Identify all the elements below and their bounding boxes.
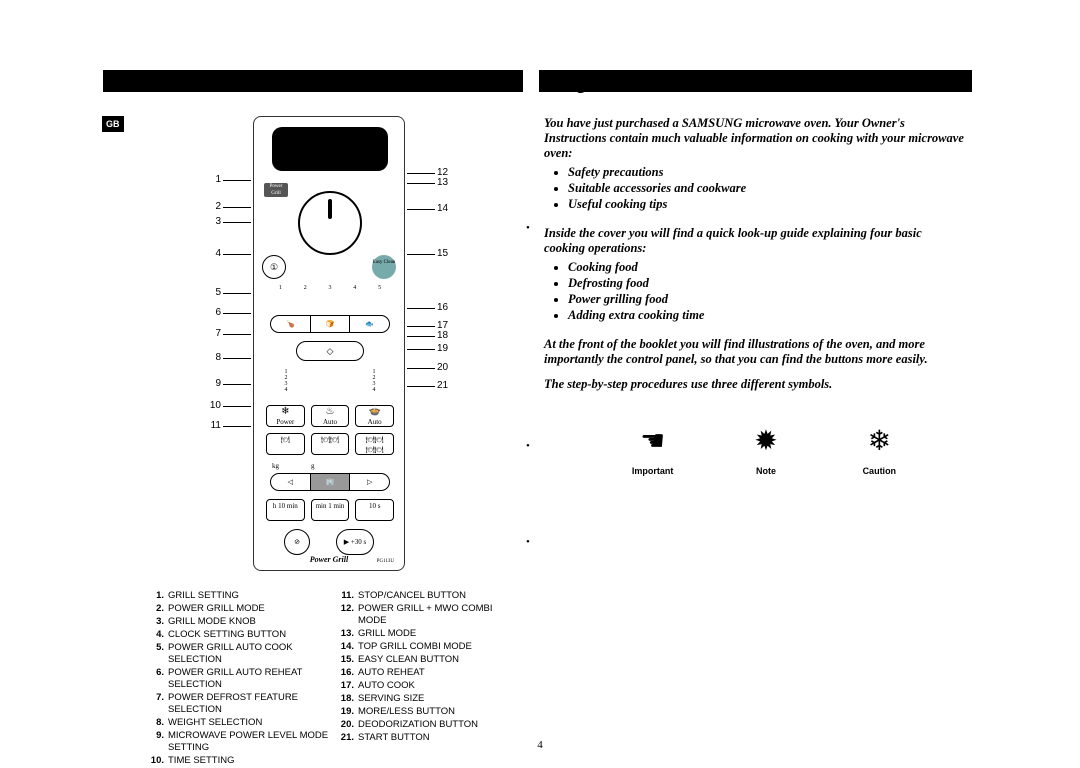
minute-button: min 1 min [311,499,350,521]
step-paragraph: The step-by-step procedures use three di… [544,377,964,392]
bullet-defrosting: Defrosting food [568,276,964,291]
leader-label-right: 13 [437,177,457,188]
control-panel-diagram: Power Grill ① Easy Clean 12345 🍗 🍞 🐟 ◇ 1… [234,116,424,571]
clock-button: ① [262,255,286,279]
stop-cancel-button: ⊘ [284,529,310,555]
legend-item: 3.GRILL MODE KNOB [150,616,330,628]
auto-reheat-button: ♨Auto [311,405,350,427]
legend-item: 12.POWER GRILL + MWO COMBI MODE [340,603,520,627]
leader-label-right: 21 [437,380,457,391]
more-less-pill: ◁ 🏢 ▷ [270,473,390,491]
less-button: ◁ [271,474,311,490]
symbol-note: ✹ Note [716,424,816,476]
auto-cook-icons: 12345 [262,285,398,315]
leader-label-left: 7 [201,328,221,339]
leader-label-right: 16 [437,302,457,313]
bullet-safety: Safety precautions [568,165,964,180]
snowflake-icon: ❄ [829,424,929,460]
legend-item: 1.GRILL SETTING [150,590,330,602]
legend-item: 10.TIME SETTING [150,755,330,767]
symbols-row: ☚ Important ✹ Note ❄ Caution [596,424,936,476]
leader-label-right: 19 [437,343,457,354]
leader-label-left: 6 [201,307,221,318]
weight-labels: kg g [272,462,315,470]
legend-item: 4.CLOCK SETTING BUTTON [150,629,330,641]
serving-1-button: 🍽 [266,433,305,455]
language-badge: GB [102,116,124,132]
pill-seg-icon: 🍞 [311,316,351,332]
section-title-using-booklet: Using this Instruction Booklet [541,73,778,95]
legend-item: 18.SERVING SIZE [340,693,520,705]
more-button: ▷ [350,474,389,490]
legend-item: 15.EASY CLEAN BUTTON [340,654,520,666]
bullet-power-grill: Power grilling food [568,292,964,307]
cover-bullets: Cooking food Defrosting food Power grill… [568,260,964,323]
legend-item: 19.MORE/LESS BUTTON [340,706,520,718]
leader-label-left: 5 [201,287,221,298]
leader-label-left: 3 [201,216,221,227]
power-grill-icon: Power Grill [264,183,288,197]
legend-item: 20.DEODORIZATION BUTTON [340,719,520,731]
pill-seg-icon: 🐟 [350,316,389,332]
deodorize-button: 🏢 [311,474,351,490]
reheat-oval-button: ◇ [296,341,364,361]
auto-cook-button: 🍲Auto [355,405,394,427]
leader-label-left: 10 [201,400,221,411]
side-bullet-1: • [526,222,530,234]
cover-paragraph: Inside the cover you will find a quick l… [544,226,964,256]
intro-paragraph: You have just purchased a SAMSUNG microw… [544,116,964,161]
legend-item: 17.AUTO COOK [340,680,520,692]
bullet-accessories: Suitable accessories and cookware [568,181,964,196]
symbol-important: ☚ Important [603,424,703,476]
serving-2-button: 🍽🍽 [311,433,350,455]
leader-label-right: 15 [437,248,457,259]
leader-label-right: 20 [437,362,457,373]
second-button: 10 s [355,499,394,521]
pill-seg-icon: 🍗 [271,316,311,332]
leader-label-left: 9 [201,378,221,389]
leader-label-right: 14 [437,203,457,214]
page-number: 4 [0,739,1080,751]
legend-item: 7.POWER DEFROST FEATURE SELECTION [150,692,330,716]
panel-display [272,127,388,171]
star-icon: ✹ [716,424,816,460]
bullet-extra-time: Adding extra cooking time [568,308,964,323]
hour-button: h 10 min [266,499,305,521]
power-defrost-button: ❄Power [266,405,305,427]
symbol-caution: ❄ Caution [829,424,929,476]
legend-item: 6.POWER GRILL AUTO REHEAT SELECTION [150,667,330,691]
leader-label-left: 11 [201,420,221,431]
easy-clean-button: Easy Clean [372,255,396,279]
panel-outline: Power Grill ① Easy Clean 12345 🍗 🍞 🐟 ◇ 1… [253,116,405,571]
leader-label-left: 1 [201,174,221,185]
legend-item: 8.WEIGHT SELECTION [150,717,330,729]
legend-item: 11.STOP/CANCEL BUTTON [340,590,520,602]
legend-item: 2.POWER GRILL MODE [150,603,330,615]
model-number: PG113U [377,559,394,564]
section-title-control-panel: Control Panel [104,73,214,95]
front-paragraph: At the front of the booklet you will fin… [544,337,964,367]
legend-item: 14.TOP GRILL COMBI MODE [340,641,520,653]
legend-item: 16.AUTO REHEAT [340,667,520,679]
legend-item: 5.POWER GRILL AUTO COOK SELECTION [150,642,330,666]
bullet-tips: Useful cooking tips [568,197,964,212]
leader-label-left: 4 [201,248,221,259]
hand-point-icon: ☚ [603,424,703,460]
serving-row: 🍽 🍽🍽 🍽🍽🍽🍽 [266,433,394,455]
side-bullet-3: • [526,536,530,548]
defrost-row: ❄Power ♨Auto 🍲Auto [266,405,394,427]
auto-cook-pill: 🍗 🍞 🐟 [270,315,390,333]
mode-dial [298,191,362,255]
intro-bullets: Safety precautions Suitable accessories … [568,165,964,212]
leader-label-left: 2 [201,201,221,212]
start-button: ▶ +30 s [336,529,374,555]
side-bullet-2: • [526,440,530,452]
serving-4-button: 🍽🍽🍽🍽 [355,433,394,455]
bullet-cooking: Cooking food [568,260,964,275]
leader-label-left: 8 [201,352,221,363]
legend-item: 13.GRILL MODE [340,628,520,640]
right-column: You have just purchased a SAMSUNG microw… [544,116,964,394]
time-row: h 10 min min 1 min 10 s [266,499,394,521]
leader-label-right: 18 [437,330,457,341]
